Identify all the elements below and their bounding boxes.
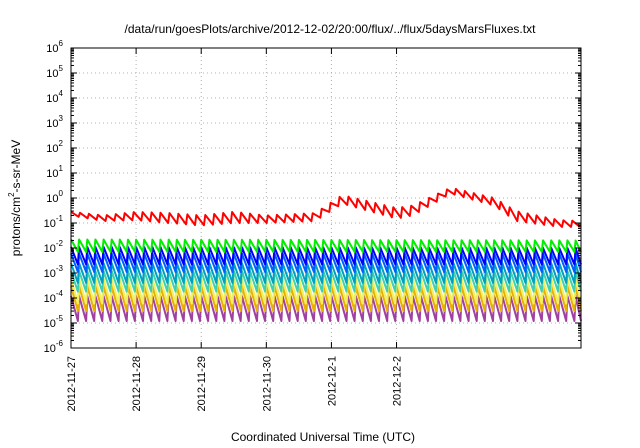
y-tick-label: 10-2	[44, 239, 64, 255]
y-tick-base: 10	[46, 93, 58, 105]
x-tick-label: 2012-11-29	[196, 356, 208, 411]
series-line	[70, 187, 581, 228]
y-tick-label: 102	[46, 139, 63, 155]
y-tick-exp: 4	[59, 89, 64, 98]
y-tick-base: 10	[46, 143, 58, 155]
x-tick-label: 2012-12-2	[392, 356, 404, 406]
y-tick-base: 10	[44, 218, 56, 230]
y-tick-exp: 5	[59, 64, 64, 73]
y-tick-exp: -2	[56, 239, 64, 248]
y-axis-title-base: protons/cm	[9, 197, 23, 256]
y-tick-label: 106	[46, 39, 63, 55]
x-axis-ticks: 2012-11-27 2012-11-28 2012-11-29 2012-11-30…	[66, 48, 404, 411]
series-line	[70, 285, 582, 313]
y-axis-title-rest: -s-sr-MeV	[9, 140, 23, 193]
y-tick-exp: -3	[56, 264, 64, 273]
y-tick-label: 10-4	[44, 289, 64, 305]
y-tick-label: 103	[46, 114, 63, 130]
y-tick-label: 101	[46, 164, 63, 180]
y-tick-base: 10	[46, 193, 58, 205]
y-tick-exp: 6	[59, 39, 64, 48]
y-tick-label: 10-1	[44, 214, 64, 230]
series-line	[70, 277, 582, 305]
y-tick-label: 100	[46, 189, 63, 205]
y-axis-title: protons/cm2-s-sr-MeV	[7, 140, 23, 256]
y-tick-exp: 2	[59, 139, 64, 148]
series-lines	[70, 187, 582, 322]
y-tick-base: 10	[44, 343, 56, 355]
x-tick-label: 2012-11-30	[261, 356, 273, 411]
series-line	[70, 262, 582, 284]
y-tick-base: 10	[46, 68, 58, 80]
series-line	[70, 238, 582, 253]
series-line	[70, 295, 582, 322]
y-tick-exp: -1	[56, 214, 64, 223]
y-tick-exp: -5	[56, 314, 64, 323]
x-tick-label: 2012-12-1	[326, 356, 338, 406]
y-tick-exp: -4	[56, 289, 64, 298]
y-tick-label: 10-6	[44, 339, 64, 355]
y-axis-ticks: 10-610-510-410-310-210-11001011021031041…	[44, 39, 581, 355]
y-tick-exp: 1	[59, 164, 64, 173]
y-tick-base: 10	[44, 293, 56, 305]
series-line	[70, 252, 582, 273]
y-tick-label: 104	[46, 89, 63, 105]
y-tick-exp: 0	[59, 189, 64, 198]
y-tick-label: 105	[46, 64, 63, 80]
y-tick-base: 10	[44, 243, 56, 255]
x-tick-label: 2012-11-27	[66, 356, 78, 411]
chart-title: /data/run/goesPlots/archive/2012-12-02/2…	[125, 22, 537, 36]
y-tick-base: 10	[46, 43, 58, 55]
y-axis-title-sup: 2	[7, 192, 16, 197]
x-tick-label: 2012-11-28	[131, 356, 143, 411]
series-line	[70, 246, 582, 266]
y-tick-label: 10-3	[44, 264, 64, 280]
y-tick-base: 10	[44, 318, 56, 330]
y-tick-base: 10	[46, 118, 58, 130]
series-line	[70, 270, 582, 293]
y-tick-exp: 3	[59, 114, 64, 123]
y-tick-base: 10	[46, 168, 58, 180]
x-axis-title: Coordinated Universal Time (UTC)	[231, 430, 415, 444]
y-tick-base: 10	[44, 268, 56, 280]
y-tick-exp: -6	[56, 339, 64, 348]
y-tick-label: 10-5	[44, 314, 64, 330]
